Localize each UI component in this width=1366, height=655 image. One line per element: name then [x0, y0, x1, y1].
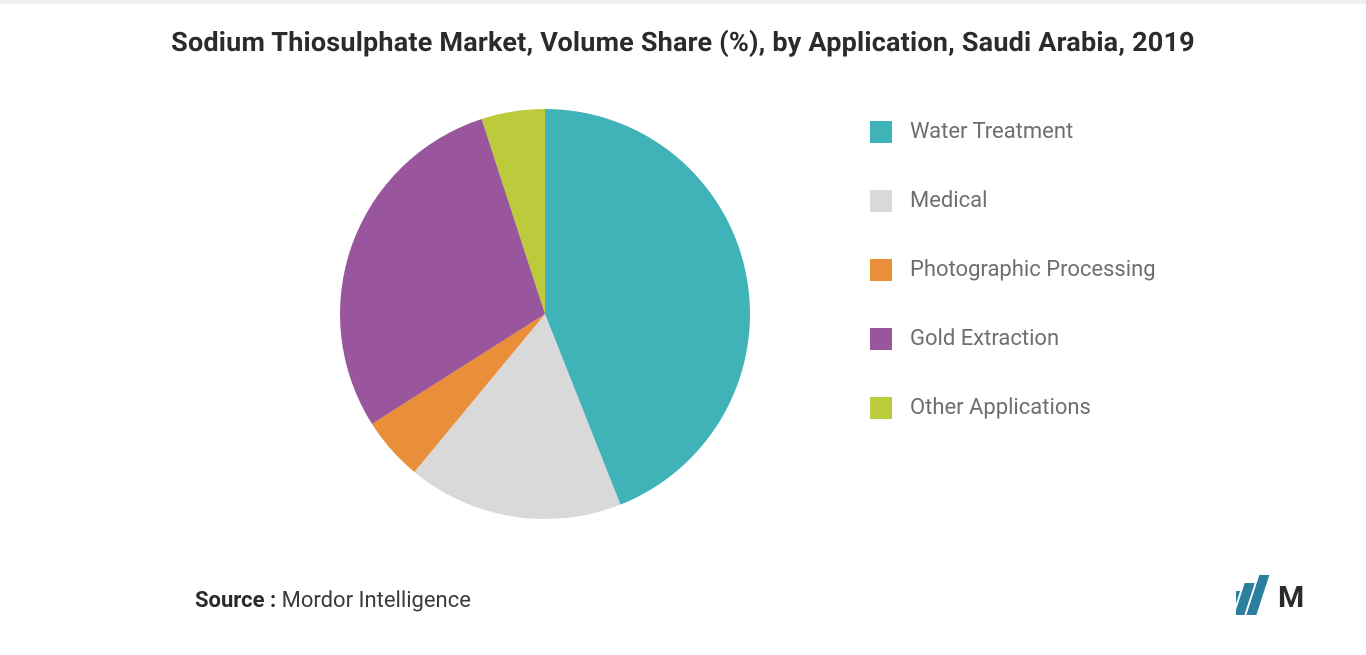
legend-item: Photographic Processing	[870, 257, 1290, 282]
legend-swatch	[870, 121, 892, 143]
brand-logo: MI	[1236, 573, 1306, 615]
chart-frame: Sodium Thiosulphate Market, Volume Share…	[0, 0, 1366, 655]
legend-label: Medical	[910, 188, 987, 213]
legend-swatch	[870, 259, 892, 281]
legend-label: Water Treatment	[910, 119, 1073, 144]
legend-label: Photographic Processing	[910, 257, 1156, 282]
legend-item: Gold Extraction	[870, 326, 1290, 351]
legend: Water Treatment Medical Photographic Proce…	[870, 119, 1290, 464]
source-label: Source :	[195, 588, 276, 613]
legend-label: Other Applications	[910, 395, 1091, 420]
legend-swatch	[870, 397, 892, 419]
chart-title: Sodium Thiosulphate Market, Volume Share…	[0, 26, 1366, 58]
legend-label: Gold Extraction	[910, 326, 1059, 351]
source-value: Mordor Intelligence	[282, 588, 471, 613]
legend-item: Water Treatment	[870, 119, 1290, 144]
legend-swatch	[870, 328, 892, 350]
source-attribution: Source : Mordor Intelligence	[195, 588, 471, 613]
pie-chart	[330, 99, 760, 529]
svg-text:MI: MI	[1278, 580, 1306, 615]
legend-item: Other Applications	[870, 395, 1290, 420]
legend-item: Medical	[870, 188, 1290, 213]
legend-swatch	[870, 190, 892, 212]
